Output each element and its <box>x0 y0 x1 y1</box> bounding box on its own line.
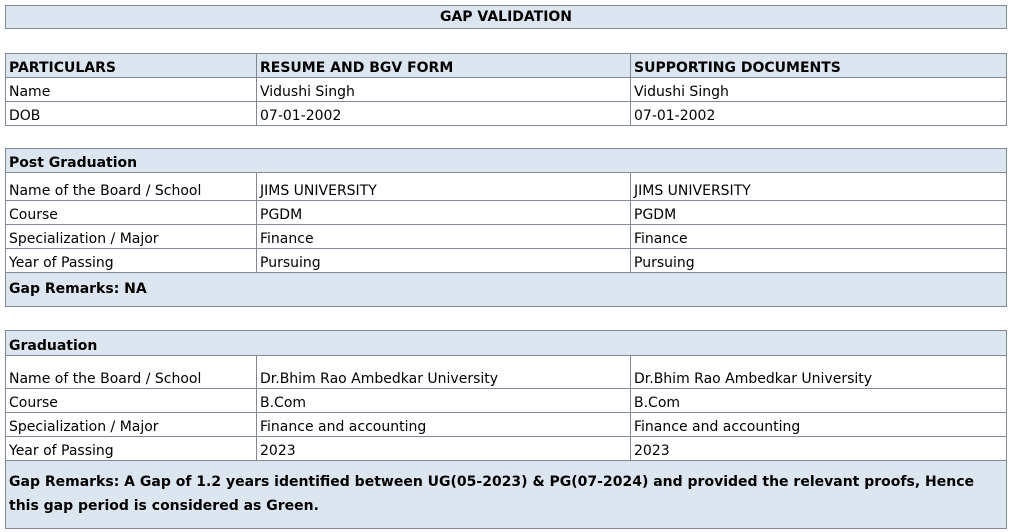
table-cell: 07-01-2002 <box>630 101 1007 126</box>
section-cell: PGDM <box>630 200 1007 225</box>
section-cell: Year of Passing <box>5 248 257 273</box>
header-cell: RESUME AND BGV FORM <box>256 53 631 78</box>
section-cell: PGDM <box>256 200 631 225</box>
table-cell: 07-01-2002 <box>256 101 631 126</box>
section-cell: 2023 <box>256 436 631 461</box>
header-cell: PARTICULARS <box>5 53 257 78</box>
section-cell: Pursuing <box>256 248 631 273</box>
section-cell: JIMS UNIVERSITY <box>256 172 631 201</box>
title: GAP VALIDATION <box>5 5 1007 29</box>
table-cell: DOB <box>5 101 257 126</box>
table-cell: Name <box>5 77 257 102</box>
table-cell: Vidushi Singh <box>256 77 631 102</box>
section-cell: Specialization / Major <box>5 412 257 437</box>
section-heading: Graduation <box>5 330 1007 356</box>
section-cell: Pursuing <box>630 248 1007 273</box>
section-cell: Course <box>5 388 257 413</box>
section-cell: Specialization / Major <box>5 224 257 249</box>
section-cell: Name of the Board / School <box>5 172 257 201</box>
gap-remarks: Gap Remarks: NA <box>5 272 1007 307</box>
section-cell: Course <box>5 200 257 225</box>
section-cell: Name of the Board / School <box>5 355 257 389</box>
section-cell: Finance and accounting <box>256 412 631 437</box>
table-cell: Vidushi Singh <box>630 77 1007 102</box>
section-cell: 2023 <box>630 436 1007 461</box>
section-cell: Finance and accounting <box>630 412 1007 437</box>
header-cell: SUPPORTING DOCUMENTS <box>630 53 1007 78</box>
section-cell: Finance <box>256 224 631 249</box>
section-heading: Post Graduation <box>5 148 1007 173</box>
section-cell: JIMS UNIVERSITY <box>630 172 1007 201</box>
section-cell: Dr.Bhim Rao Ambedkar University <box>630 355 1007 389</box>
section-cell: Finance <box>630 224 1007 249</box>
section-cell: Year of Passing <box>5 436 257 461</box>
section-cell: B.Com <box>256 388 631 413</box>
section-cell: B.Com <box>630 388 1007 413</box>
gap-remarks: Gap Remarks: A Gap of 1.2 years identifi… <box>5 460 1007 529</box>
section-cell: Dr.Bhim Rao Ambedkar University <box>256 355 631 389</box>
